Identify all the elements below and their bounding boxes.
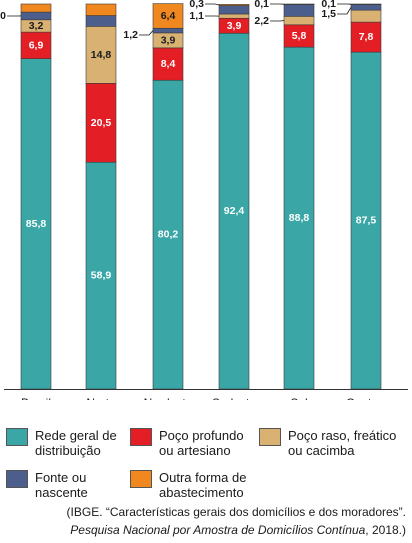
data-label-3-0: 92,4 [224,205,245,217]
bar-segment-3-4 [218,4,250,6]
bar-segment-2-0 [152,79,184,390]
legend-swatch-rede-geral [6,428,28,446]
data-label-1-0: 58,9 [91,270,112,282]
legend-item-poco-profundo: Poço profundo ou artesiano [130,428,244,458]
data-label-1-1: 20,5 [91,117,112,129]
data-label-3-1: 3,9 [227,20,242,32]
bar-segment-0-1 [20,31,52,59]
data-label-2-4: 6,4 [161,10,176,22]
bar-segment-4-3 [283,4,315,17]
legend-label-rede-geral: Rede geral de distribuição [35,428,117,458]
bar-segment-1-2 [85,26,117,84]
data-label-2-1: 8,4 [161,58,176,70]
bar-segment-5-1 [350,21,382,53]
category-label-0: Brasil [21,396,51,400]
category-label-2: Nordeste [144,396,193,400]
data-label-0-2: 3,2 [29,20,44,32]
legend-label-poco-raso: Poço raso, freático ou cacimba [288,428,397,458]
source-line-1: (IBGE. “Características gerais dos domic… [66,505,406,519]
source-publication-title: Pesquisa Nacional por Amostra de Domicíl… [70,523,366,537]
category-label-1: Norte [86,396,116,400]
outside-label-3-2: 1,1 [189,10,204,22]
bar-segment-2-4 [152,3,184,29]
outside-label-5-3: 1,5 [321,8,336,20]
legend-swatch-poco-raso [259,428,281,446]
legend-swatch-fonte-nascente [6,470,28,488]
outside-label-2-3: 1,2 [123,29,138,41]
bar-segment-1-1 [85,83,117,163]
source-year: , 2018.) [365,523,406,537]
category-label-3: Sudeste [212,396,256,400]
legend-item-fonte-nascente: Fonte ou nascente [6,470,88,500]
bar-segment-4-4 [283,3,315,5]
bar-segment-5-4 [350,3,382,5]
legend-item-outra-forma: Outra forma de abastecimento [130,470,246,500]
source-citation: (IBGE. “Características gerais dos domic… [67,503,406,539]
legend-label-outra-forma: Outra forma de abastecimento [159,470,247,500]
bar-segment-4-2 [283,16,315,26]
bar-segment-1-0 [85,161,117,390]
data-label-4-1: 5,8 [292,30,307,42]
data-label-4-0: 88,8 [289,212,310,224]
bar-segment-3-0 [218,32,250,390]
data-label-2-0: 80,2 [158,229,179,241]
bar-segment-3-3 [218,5,250,15]
bar-segment-1-3 [85,15,117,27]
category-label-4: Sul [290,396,307,400]
legend-swatch-poco-profundo [130,428,152,446]
bar-segment-0-3 [20,11,52,21]
bar-segment-3-2 [218,13,250,19]
category-label-5-0: Centro- [346,396,386,400]
bar-segment-4-0 [283,46,315,390]
data-label-0-1: 6,9 [29,39,44,51]
legend-item-poco-raso: Poço raso, freático ou cacimba [259,428,396,458]
bar-segment-5-3 [350,4,382,11]
data-label-1-2: 14,8 [91,49,112,61]
bar-segment-0-4 [20,3,52,13]
data-label-0-0: 85,8 [26,218,47,230]
bar-segment-1-4 [85,3,117,16]
legend-item-rede-geral: Rede geral de distribuição [6,428,117,458]
data-label-2-2: 3,9 [161,34,176,46]
legend-label-fonte-nascente: Fonte ou nascente [35,470,88,500]
bar-segment-2-1 [152,47,184,81]
leader-line-5-3 [337,7,352,15]
leader-line-2-3 [139,30,154,36]
legend-swatch-outra-forma [130,470,152,488]
outside-label-5-4: 0,1 [321,0,336,10]
outside-label-0-3: 2,0 [0,10,6,22]
stacked-bar-chart: 85,8 6,9 3,2 Brasil 58,9 20,5 14,8 Norte 80,2 8,4… [0,0,408,400]
outside-label-3-4: 0,3 [189,0,204,10]
outside-label-4-4: 0,1 [254,0,269,10]
legend-label-poco-profundo: Poço profundo ou artesiano [159,428,244,458]
bar-segment-2-3 [152,27,184,34]
bar-segment-5-2 [350,9,382,23]
leader-line-3-4 [205,3,220,6]
data-label-5-1: 7,8 [359,31,374,43]
bar-segment-0-0 [20,58,52,390]
data-label-5-0: 87,5 [356,215,377,227]
source-line-2: Pesquisa Nacional por Amostra de Domicíl… [67,521,406,539]
outside-label-4-2: 2,2 [254,15,269,27]
